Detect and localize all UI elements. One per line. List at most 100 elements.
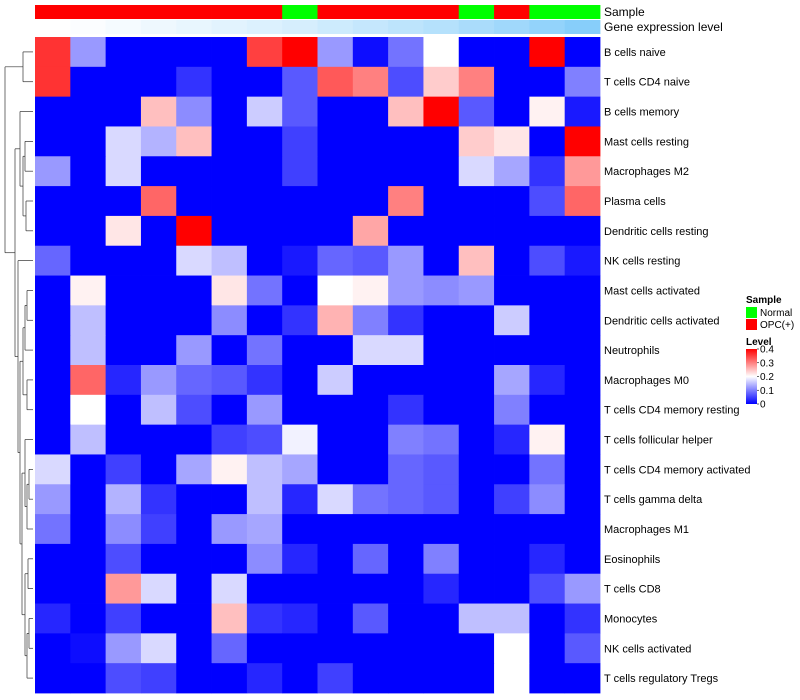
heatmap-cell [70,484,107,515]
heatmap-cell [105,573,142,604]
expression-annotation-cell [494,20,530,34]
heatmap-cell [70,454,107,485]
row-label: Macrophages M2 [604,166,689,178]
heatmap-cell [494,424,530,455]
heatmap-cell [458,305,495,336]
heatmap-cell [352,394,389,426]
heatmap-cell [70,573,107,604]
expression-annotation-cell [70,20,107,34]
heatmap-cell [282,126,318,157]
heatmap-cell [388,245,424,276]
heatmap-cell [388,96,424,127]
heatmap-cell [246,424,283,455]
heatmap-cell [494,156,530,187]
heatmap-cell [246,365,283,396]
heatmap-cell [176,663,212,694]
heatmap-cell [352,633,389,664]
heatmap-cell [70,335,107,366]
heatmap-cell [176,543,212,575]
heatmap-cell [317,663,354,694]
heatmap-cell [246,573,283,604]
heatmap-cell [105,633,142,664]
heatmap-cell [564,454,601,485]
heatmap-cell [140,156,177,187]
heatmap-cell [564,543,601,575]
heatmap-cell [564,484,601,515]
heatmap-cell [494,335,530,366]
heatmap-cell [423,37,460,68]
heatmap-cell [140,365,177,396]
legend: Sample Normal OPC(+) Level 0.4 0.3 0.2 0.1 0 [746,295,794,411]
heatmap-cell [176,633,212,664]
expression-annotation-cell [458,20,495,34]
row-label: Mast cells resting [604,136,689,148]
heatmap-cell [564,365,601,396]
heatmap-cell [388,633,424,664]
heatmap-cell [246,394,283,426]
heatmap-cell [494,66,530,98]
heatmap-cell [282,305,318,336]
legend-label-opc: OPC(+) [760,320,794,331]
heatmap-cell [529,633,566,664]
heatmap-cell [423,126,460,157]
heatmap-cell [317,66,354,98]
heatmap-cell [176,66,212,98]
heatmap-cell [317,156,354,187]
heatmap-cell [176,305,212,336]
heatmap-cell [140,275,177,306]
heatmap-cell [105,335,142,366]
heatmap-cell [458,633,495,664]
heatmap-cell [564,156,601,187]
heatmap-cell [529,126,566,157]
heatmap-cell [317,454,354,485]
heatmap-cell [176,335,212,366]
heatmap-cell [529,305,566,336]
heatmap-cell [388,663,424,694]
heatmap-cell [246,633,283,664]
heatmap-cell [282,424,318,455]
heatmap-cell [317,484,354,515]
heatmap-cell [35,663,71,694]
heatmap-cell [35,245,71,276]
heatmap-cell [458,424,495,455]
heatmap-cell [105,245,142,276]
heatmap-cell [494,275,530,306]
heatmap-cell [317,275,354,306]
heatmap-cell [211,96,248,127]
heatmap-cell [246,186,283,217]
heatmap-cell [317,245,354,276]
heatmap-cell [494,305,530,336]
heatmap-cell [352,454,389,485]
heatmap-cell [494,126,530,157]
heatmap-cell [211,663,248,694]
heatmap-cell [282,543,318,575]
heatmap-cell [211,126,248,157]
heatmap-cell [211,633,248,664]
heatmap-cell [282,365,318,396]
heatmap-cell [352,543,389,575]
heatmap-cell [423,305,460,336]
heatmap-cell [529,245,566,276]
heatmap-cell [388,66,424,98]
heatmap-cell [211,275,248,306]
heatmap-cell [70,275,107,306]
heatmap-cell [140,454,177,485]
heatmap-cell [494,543,530,575]
heatmap-cell [352,573,389,604]
heatmap-cell [105,96,142,127]
heatmap-cell [105,215,142,247]
heatmap-cell [458,394,495,426]
heatmap-cell [105,663,142,694]
heatmap-cell [35,96,71,127]
expression-annotation-cell [564,20,601,34]
heatmap-cell [140,335,177,366]
heatmap-cell [317,186,354,217]
heatmap-cell [140,96,177,127]
heatmap-cell [388,156,424,187]
heatmap-cell [246,215,283,247]
heatmap-cell [423,633,460,664]
heatmap-cell [176,126,212,157]
heatmap-cell [70,215,107,247]
heatmap-cell [246,305,283,336]
